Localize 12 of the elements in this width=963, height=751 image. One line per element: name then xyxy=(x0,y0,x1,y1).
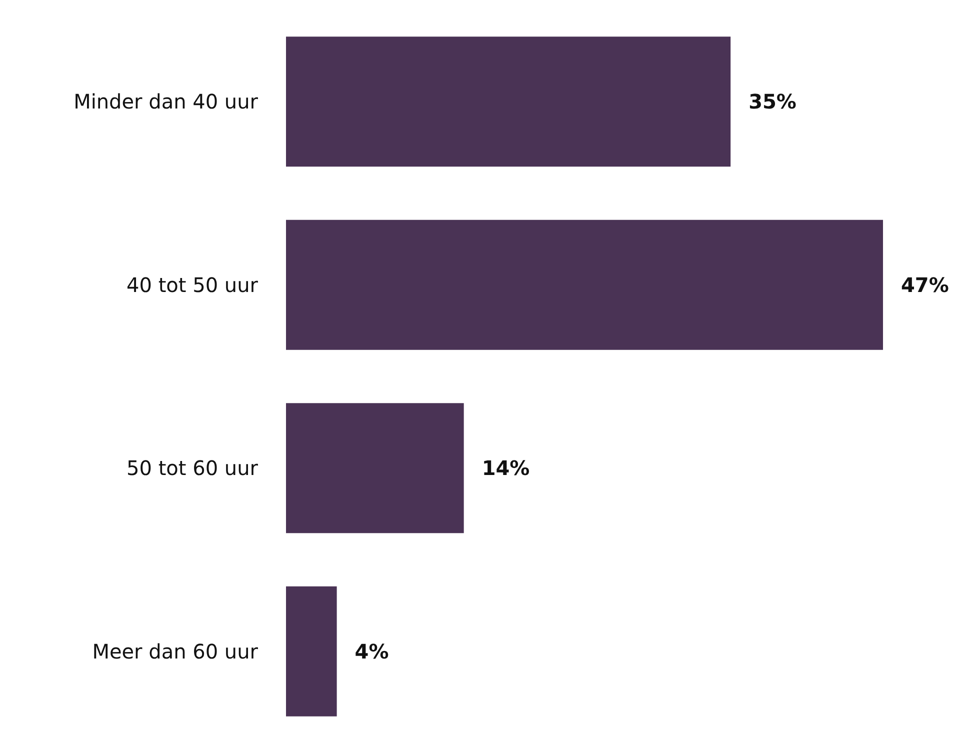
data-label: 14% xyxy=(482,456,530,480)
y-tick-label: Meer dan 60 uur xyxy=(92,639,259,664)
y-tick-label: 40 tot 50 uur xyxy=(126,272,259,297)
y-tick-label: Minder dan 40 uur xyxy=(74,90,259,114)
bar xyxy=(286,403,464,534)
y-tick-label: 50 tot 60 uur xyxy=(126,456,259,480)
bar xyxy=(286,220,883,350)
bar xyxy=(286,586,337,716)
bar xyxy=(286,36,731,167)
data-label: 35% xyxy=(748,90,796,114)
data-label: 47% xyxy=(901,272,949,297)
data-label: 4% xyxy=(354,639,389,664)
